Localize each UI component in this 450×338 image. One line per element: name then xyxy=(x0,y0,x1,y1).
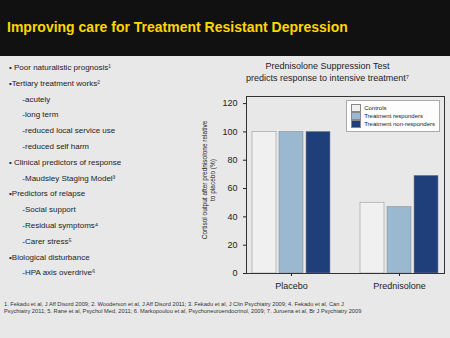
html-text:• Poor naturalistic prognosis¹: • Poor naturalistic prognosis¹ xyxy=(9,63,111,72)
html-text:•Predictors of relapse: •Predictors of relapse xyxy=(9,189,86,199)
html-text:-long term: -long term xyxy=(9,110,59,120)
html-text:•Biological disturbance: •Biological disturbance xyxy=(9,252,90,262)
html-text:-acutely: -acutely xyxy=(9,94,51,104)
svg-text:40: 40 xyxy=(227,212,237,222)
svg-text:100: 100 xyxy=(222,127,237,137)
html-text:•Tertiary treatment works²: •Tertiary treatment works² xyxy=(9,78,100,88)
html-text:Improving care for Treatment R: Improving care for Treatment Resistant D… xyxy=(7,19,348,35)
html-text:-reduced self harm: -reduced self harm xyxy=(9,142,89,151)
html-text:-Social support: -Social support xyxy=(9,205,76,215)
html-text:Prednisolone Suppression Test: Prednisolone Suppression Test xyxy=(265,61,390,71)
svg-text:20: 20 xyxy=(227,240,237,250)
svg-text:0: 0 xyxy=(232,268,237,278)
html-text:1. Fekadu et al, J Aff Disord: 1. Fekadu et al, J Aff Disord 2009; 2. W… xyxy=(4,301,362,314)
svg-text:Placebo: Placebo xyxy=(275,281,308,291)
html-text:Cortisol output after predniso: Cortisol output after prednisolone relat… xyxy=(201,120,216,240)
html-text:Treatment responders: Treatment responders xyxy=(364,113,423,119)
html-text:-Residual symptoms⁴: -Residual symptoms⁴ xyxy=(9,221,99,230)
html-text:Controls: Controls xyxy=(364,105,387,111)
html-text:Treatment non-responders: Treatment non-responders xyxy=(364,121,435,127)
html-text:-Maudsley Staging Model³: -Maudsley Staging Model³ xyxy=(9,173,116,183)
svg-text:Prednisolone: Prednisolone xyxy=(373,281,426,291)
html-text:-reduced local service use: -reduced local service use xyxy=(9,126,116,136)
html-text:-Carer stress⁵: -Carer stress⁵ xyxy=(9,236,72,246)
svg-text:120: 120 xyxy=(222,98,237,108)
html-text:• Clinical predictors of respo: • Clinical predictors of response xyxy=(9,157,122,167)
svg-text:60: 60 xyxy=(227,183,237,193)
html-text:-HPA axis overdrive⁶: -HPA axis overdrive⁶ xyxy=(9,268,96,278)
svg-text:80: 80 xyxy=(227,155,237,165)
html-text:predicts response to intensive: predicts response to intensive treatment… xyxy=(246,73,409,83)
